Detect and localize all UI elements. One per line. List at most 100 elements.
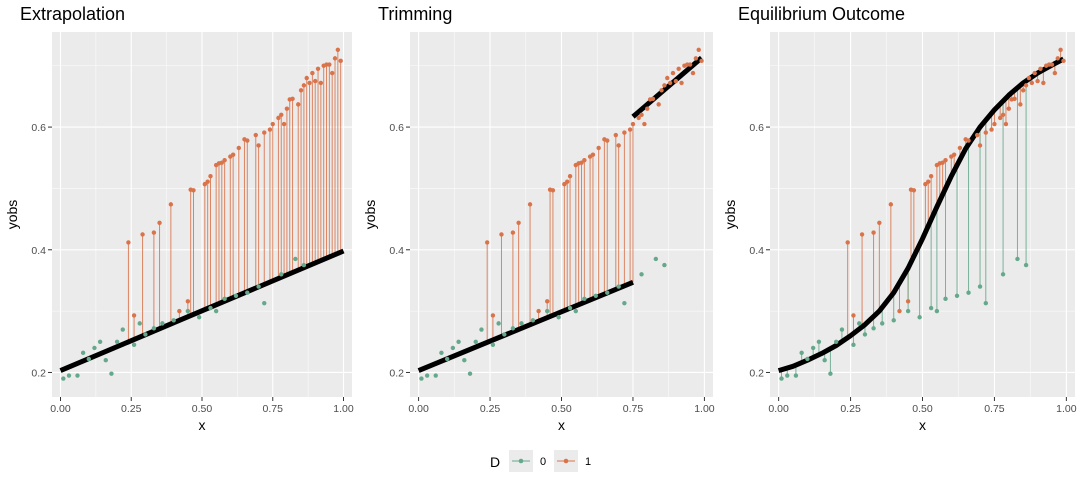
point-d1 — [940, 160, 945, 165]
point-d1 — [310, 70, 315, 76]
point-d0 — [419, 376, 424, 381]
point-d1 — [605, 138, 610, 143]
x-tick-label: 0.75 — [623, 403, 644, 415]
y-axis-label: yobs — [4, 200, 20, 230]
point-d0 — [86, 356, 91, 362]
point-d1 — [676, 66, 681, 72]
point-d0 — [262, 300, 267, 306]
x-tick-label: 1.00 — [694, 403, 715, 415]
point-d1 — [616, 143, 621, 148]
point-d1 — [613, 132, 619, 138]
point-d1 — [284, 106, 290, 111]
point-d1 — [630, 121, 636, 127]
point-d1 — [338, 58, 343, 64]
point-d0 — [1023, 262, 1029, 268]
point-d0 — [496, 321, 501, 326]
axes: 0.00 0.25 0.50 0.75 1.00 0.2 0.4 0.6 — [31, 122, 353, 415]
point-d1 — [877, 220, 882, 225]
point-d1 — [974, 132, 980, 138]
legend-label-0: 0 — [540, 456, 546, 468]
point-d1 — [510, 230, 516, 235]
point-d1 — [687, 62, 693, 67]
point-d0 — [444, 356, 450, 362]
x-tick-label: 0.75 — [263, 403, 284, 415]
point-d1 — [296, 102, 301, 107]
point-d1 — [1052, 70, 1058, 76]
point-d1 — [977, 143, 983, 148]
point-d0 — [545, 308, 550, 314]
point-d0 — [245, 290, 250, 295]
point-d0 — [582, 296, 587, 302]
point-d1 — [276, 115, 281, 121]
point-d1 — [304, 75, 309, 81]
point-d0 — [97, 339, 103, 344]
fit-lines — [777, 56, 1065, 373]
point-d0 — [462, 357, 467, 363]
y-tick-label: 0.4 — [389, 245, 404, 257]
panel-2: 0.00 0.25 0.50 0.75 1.00 0.2 0.4 0.6 Trimming x yo… — [362, 4, 715, 433]
point-d0 — [301, 262, 307, 268]
point-d1 — [516, 220, 521, 225]
gridlines — [770, 32, 1075, 397]
point-d1 — [527, 202, 533, 207]
y-tick-label: 0.2 — [389, 367, 404, 379]
point-d1 — [230, 152, 236, 157]
y-tick-label: 0.6 — [389, 122, 404, 134]
point-d1 — [565, 179, 570, 184]
point-d1 — [168, 202, 174, 207]
point-d0 — [208, 305, 213, 311]
point-d1 — [329, 70, 335, 76]
y-tick-label: 0.4 — [749, 245, 764, 257]
point-d0 — [573, 308, 578, 314]
point-d1 — [1006, 106, 1012, 111]
point-d1 — [859, 232, 865, 237]
point-d0 — [424, 373, 430, 378]
point-d1 — [281, 121, 287, 127]
point-d1 — [596, 145, 601, 151]
point-d0 — [954, 293, 960, 298]
point-d0 — [439, 350, 444, 356]
point-d0 — [856, 321, 862, 326]
point-d0 — [880, 321, 885, 326]
point-d0 — [934, 308, 940, 314]
x-tick-label: 0.00 — [768, 403, 789, 415]
point-d1 — [126, 240, 131, 245]
point-d0 — [556, 315, 561, 320]
point-d1 — [665, 75, 670, 81]
point-d0 — [851, 342, 856, 348]
point-d1 — [679, 80, 684, 86]
point-d1 — [499, 232, 504, 237]
point-d1 — [989, 127, 994, 132]
point-d0 — [822, 357, 827, 363]
point-d0 — [450, 345, 456, 351]
point-d1 — [157, 220, 162, 225]
point-d0 — [473, 339, 478, 344]
point-d1 — [1038, 66, 1043, 72]
point-d1 — [696, 47, 701, 52]
point-d1 — [1058, 47, 1063, 52]
point-d0 — [862, 332, 868, 337]
x-tick-label: 0.75 — [984, 403, 1005, 415]
point-d1 — [911, 188, 917, 193]
point-d1 — [290, 96, 295, 102]
point-d1 — [131, 313, 137, 318]
point-d0 — [61, 376, 66, 381]
panel-title: Trimming — [378, 4, 452, 24]
y-tick-label: 0.6 — [749, 122, 764, 134]
point-d1 — [208, 173, 213, 179]
point-d1 — [1000, 112, 1006, 118]
point-d1 — [656, 102, 661, 107]
point-d0 — [213, 308, 219, 314]
point-d1 — [140, 232, 145, 237]
fit-line-right — [631, 55, 704, 119]
point-d0 — [92, 345, 97, 351]
point-d1 — [1061, 58, 1066, 64]
point-d1 — [1035, 78, 1040, 84]
point-d1 — [1055, 56, 1060, 61]
point-d0 — [593, 293, 599, 298]
axes: 0.00 0.25 0.50 0.75 1.00 0.2 0.4 0.6 — [389, 122, 714, 415]
x-tick-label: 0.00 — [408, 403, 429, 415]
point-d0 — [222, 296, 227, 302]
point-d0 — [1015, 256, 1020, 262]
point-d1 — [245, 138, 250, 143]
